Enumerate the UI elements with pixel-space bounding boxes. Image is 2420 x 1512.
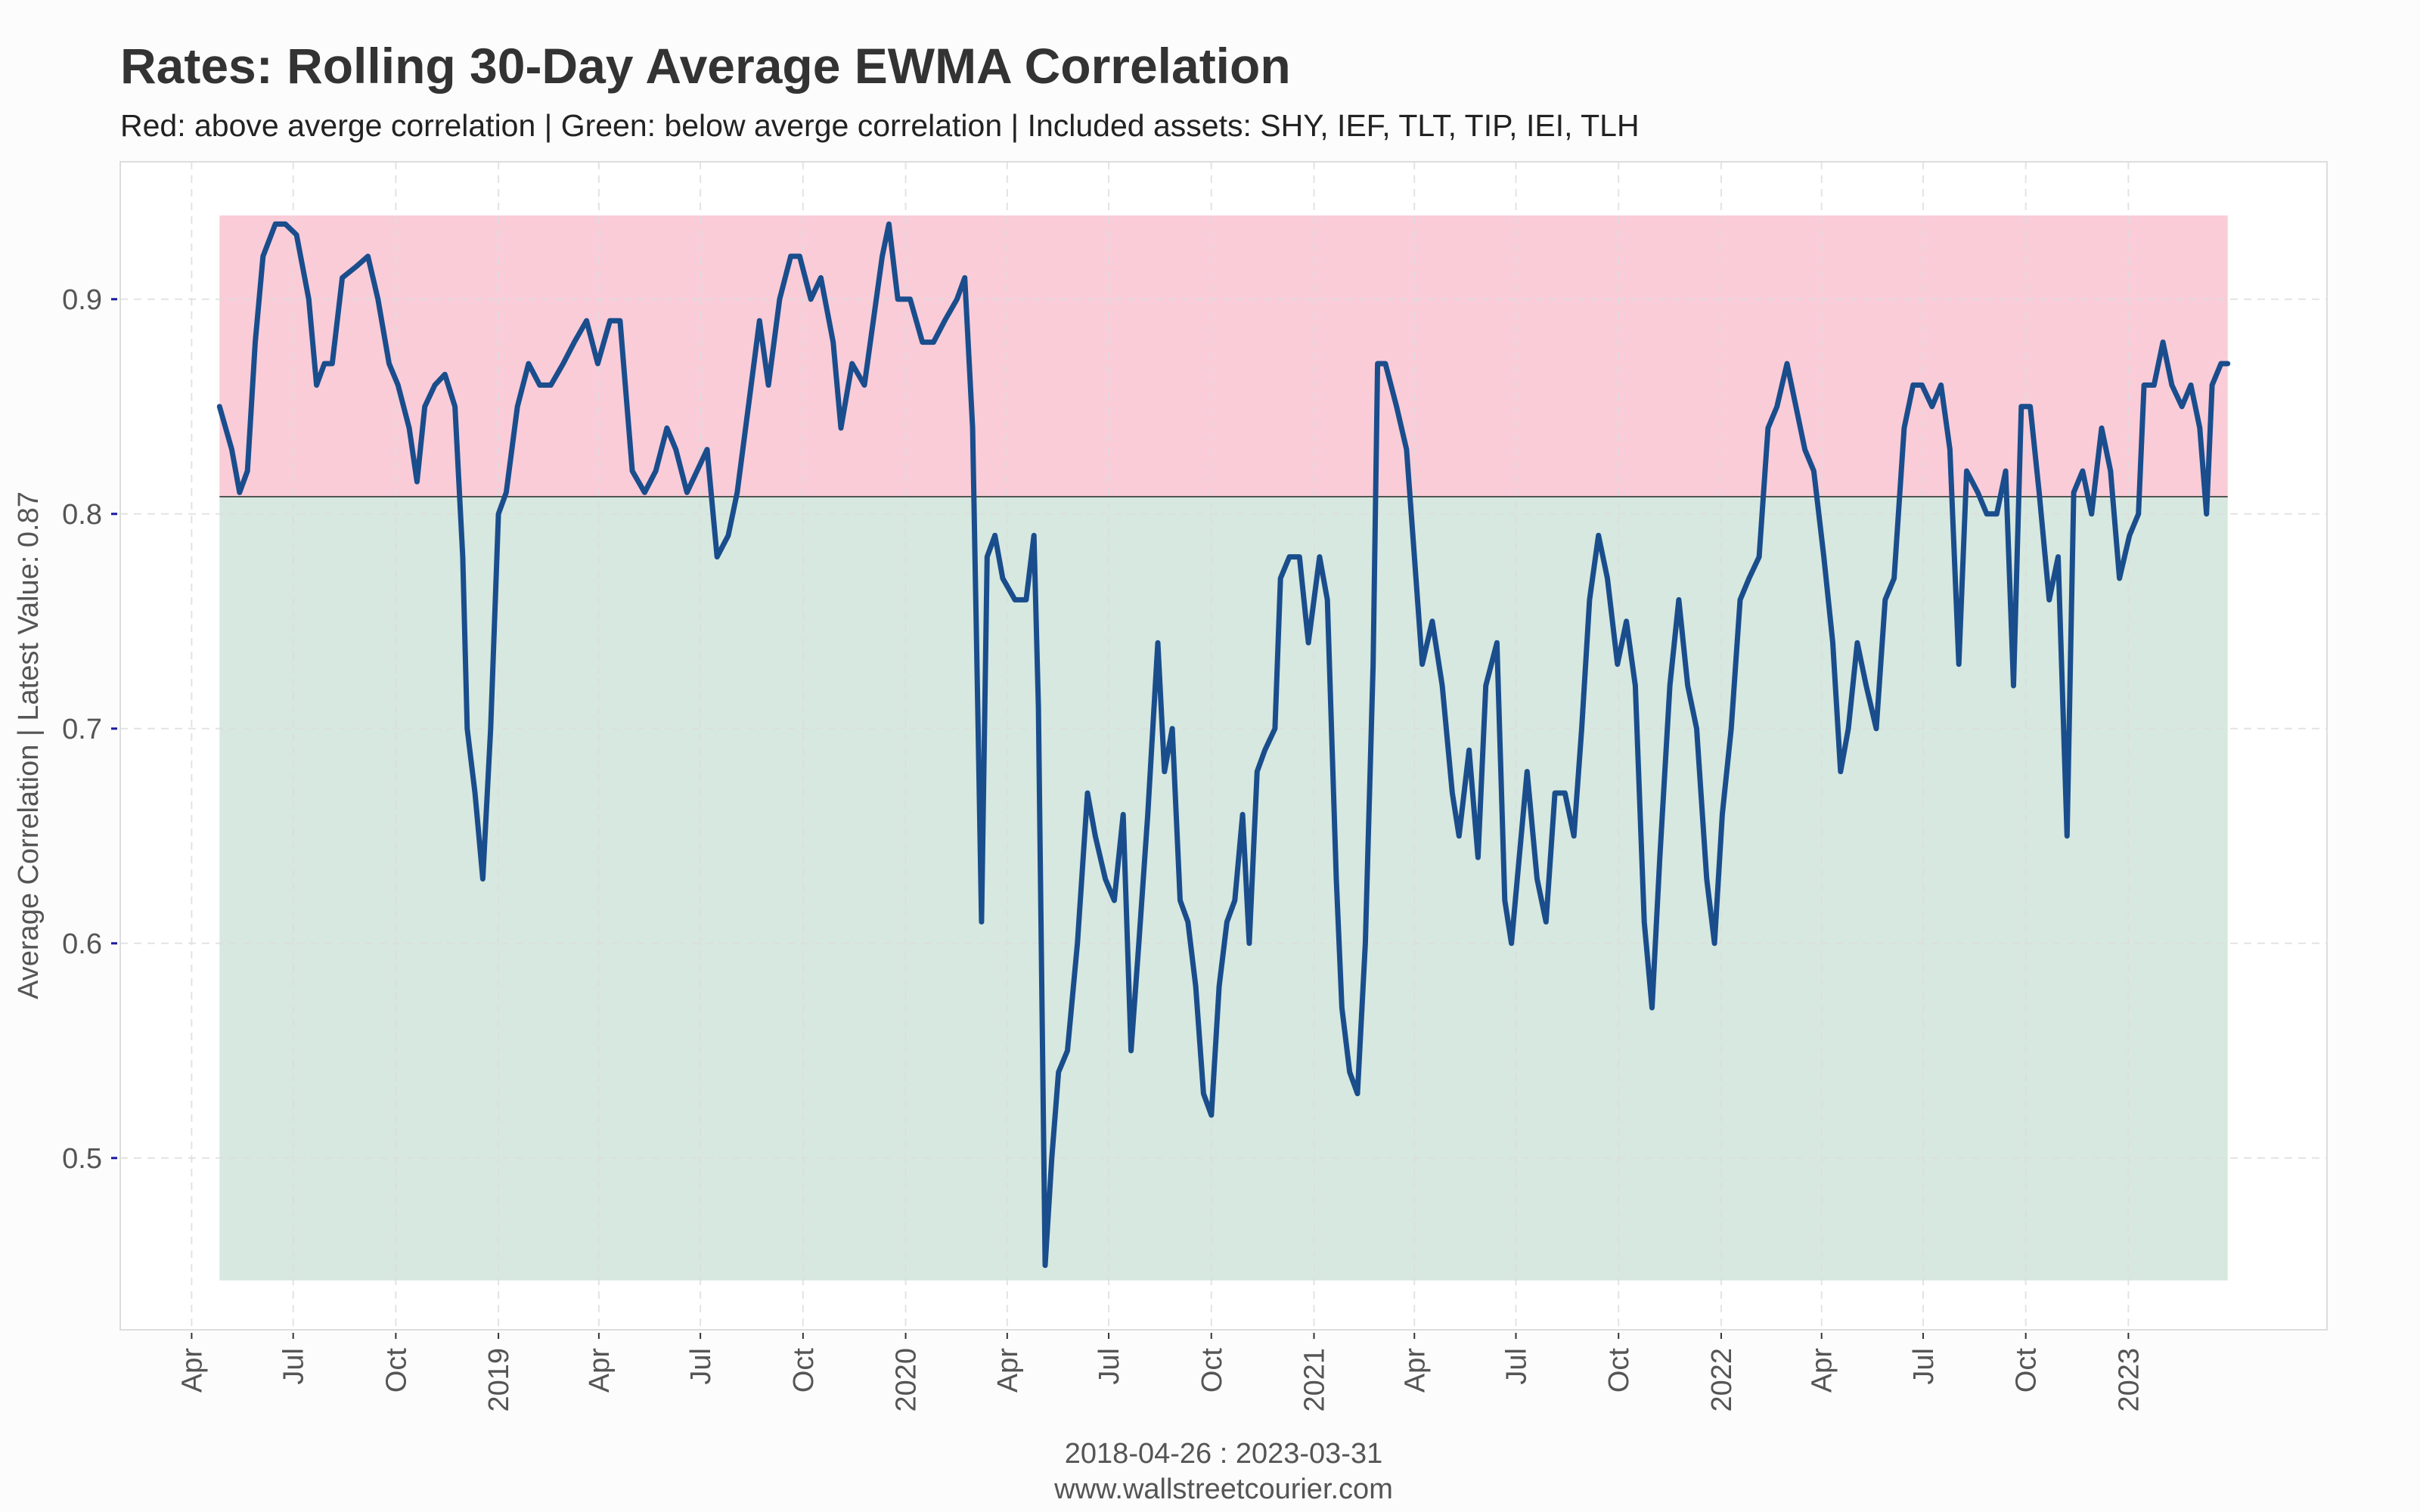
y-tick-label: 0.9 [62,284,102,316]
x-tick-label: Jul [1094,1348,1125,1385]
x-tick-label: Apr [176,1348,208,1393]
above-average-band [219,215,2228,497]
y-tick-label: 0.7 [62,714,102,745]
x-tick-label: Apr [992,1348,1024,1393]
x-tick-label: 2020 [891,1348,923,1412]
x-tick-label: 2023 [2113,1348,2145,1412]
x-tick-label: Oct [2011,1348,2043,1393]
source: www.wallstreetcourier.com [1053,1473,1393,1505]
x-tick-label: Oct [380,1348,412,1393]
x-tick-label: Jul [1501,1348,1533,1385]
x-tick-label: 2022 [1706,1348,1738,1412]
y-tick-label: 0.5 [62,1143,102,1175]
correlation-line [216,221,2231,1269]
x-tick-label: Oct [1196,1348,1228,1393]
x-tick-label: Apr [1399,1348,1431,1393]
chart-title: Rates: Rolling 30-Day Average EWMA Corre… [120,38,1291,94]
x-tick-label: Jul [278,1348,310,1385]
x-tick-label: Apr [1807,1348,1838,1393]
caption: 2018-04-26 : 2023-03-31 [1065,1438,1382,1470]
x-tick-label: Oct [788,1348,820,1393]
x-tick-label: Jul [685,1348,717,1385]
below-average-band [219,497,2228,1281]
y-tick-label: 0.8 [62,499,102,531]
x-tick-label: 2021 [1298,1348,1330,1412]
x-tick-label: 2019 [483,1348,515,1412]
y-tick-label: 0.6 [62,928,102,960]
x-tick-label: Oct [1603,1348,1635,1393]
x-tick-label: Apr [584,1348,616,1393]
y-axis-label: Average Correlation | Latest Value: 0.87 [13,491,45,999]
x-tick-label: Jul [1908,1348,1940,1385]
chart-subtitle: Red: above averge correlation | Green: b… [120,108,1640,143]
